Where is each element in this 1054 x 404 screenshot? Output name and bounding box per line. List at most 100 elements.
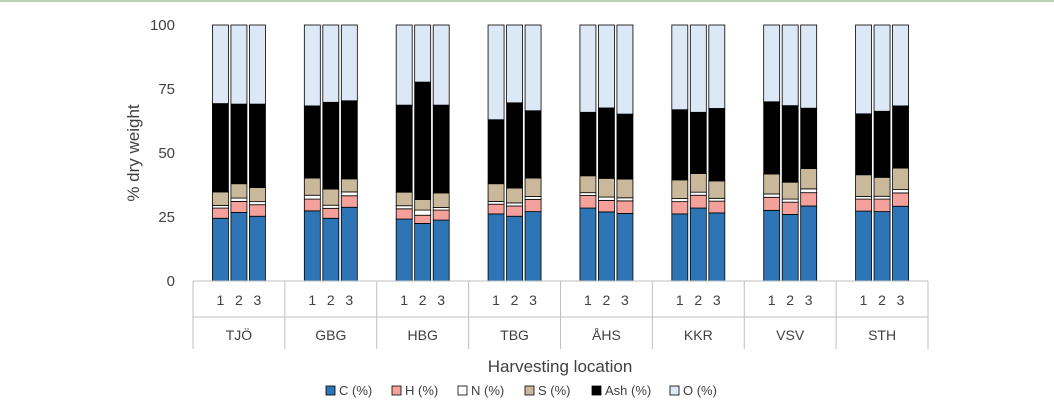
legend-swatch [591, 385, 602, 396]
y-tick-label: 75 [158, 81, 175, 98]
bar-segment [781, 198, 799, 203]
replicate-label: 3 [345, 292, 353, 308]
bar-segment [506, 187, 523, 204]
bar-segment [414, 24, 432, 83]
bar-segment [781, 201, 799, 215]
bar-segment [708, 180, 726, 199]
replicate-label: 1 [492, 292, 500, 308]
replicate-label: 1 [676, 292, 684, 308]
bar-segment [781, 214, 799, 282]
bar-segment [506, 102, 523, 189]
bar-segment [249, 201, 266, 206]
replicate-label: 1 [768, 292, 776, 308]
y-axis-title: % dry weight [124, 104, 143, 202]
bar-segment [395, 24, 413, 106]
legend-swatch [391, 385, 402, 396]
bar-segment [708, 197, 726, 202]
bar-segment [689, 111, 707, 174]
replicate-label: 1 [308, 292, 316, 308]
bar-segment [800, 24, 818, 109]
replicate-label: 2 [786, 292, 794, 308]
legend-entry: H (%) [405, 383, 438, 398]
bar-segment [579, 175, 597, 194]
bar-segment [855, 24, 872, 115]
bar-segment [340, 195, 358, 208]
bar-segment [524, 24, 542, 112]
bar-segment [487, 213, 505, 282]
bar-segment [671, 213, 689, 282]
bar-segment [763, 209, 781, 282]
bar-segment [230, 211, 248, 282]
bar-segment [249, 215, 266, 282]
bar-segment [689, 173, 707, 193]
replicate-label: 1 [584, 292, 592, 308]
replicate-label: 2 [603, 292, 611, 308]
replicate-label: 3 [805, 292, 813, 308]
bar-segment [230, 24, 248, 105]
legend-entry: O (%) [683, 383, 717, 398]
bar-segment [616, 178, 634, 199]
bar-segment [855, 113, 872, 176]
bar-segment [689, 191, 707, 196]
bar-segment [303, 198, 321, 212]
location-label: TBG [500, 327, 529, 343]
bar-segment [598, 24, 615, 109]
bar-segment [322, 24, 340, 103]
bar-segment [303, 24, 321, 107]
bar-segment [616, 24, 634, 115]
bar-segment [598, 177, 615, 198]
y-tick-label: 50 [158, 145, 175, 162]
bar-segment [303, 210, 321, 282]
replicate-label: 3 [254, 292, 262, 308]
bar-segment [616, 113, 634, 180]
bar-segment [892, 105, 909, 169]
bar-segment [616, 200, 634, 214]
bar-segment [230, 183, 248, 199]
bar-segment [892, 192, 909, 207]
legend-entry: Ash (%) [605, 383, 651, 398]
bar-segment [487, 183, 505, 202]
bar-segment [598, 211, 615, 282]
bar-segment [524, 177, 542, 197]
replicate-label: 3 [897, 292, 905, 308]
replicate-label: 2 [327, 292, 335, 308]
location-label: HBG [408, 327, 438, 343]
legend-swatch [669, 385, 680, 396]
bar-segment [763, 193, 781, 198]
bar-segment [873, 195, 891, 200]
bar-segment [212, 191, 229, 206]
bar-segment [506, 205, 523, 217]
bar-segment [689, 24, 707, 113]
bar-segment [212, 207, 229, 219]
bar-segment [800, 192, 818, 207]
bar-segment [212, 217, 229, 282]
replicate-label: 1 [860, 292, 868, 308]
y-tick-label: 100 [150, 17, 175, 34]
bar-segment [340, 24, 358, 102]
bar-segment [873, 176, 891, 197]
bar-segment [322, 101, 340, 190]
bar-segment [671, 109, 689, 181]
bar-segment [322, 217, 340, 282]
replicate-label: 3 [713, 292, 721, 308]
bar-segment [855, 210, 872, 282]
bar-segment [616, 213, 634, 282]
bar-segment [708, 212, 726, 282]
replicate-label: 2 [419, 292, 427, 308]
bar-segment [598, 199, 615, 213]
bar-segment [487, 200, 505, 205]
bar-segment [671, 201, 689, 215]
bar-segment [708, 108, 726, 182]
bar-segment [395, 218, 413, 282]
bar-segment [212, 103, 229, 193]
bar-segment [249, 103, 266, 188]
bar-segment [506, 215, 523, 282]
legend-entry: C (%) [339, 383, 372, 398]
bar-segment [763, 101, 781, 175]
bar-segment [855, 174, 872, 197]
bar-segment [506, 24, 523, 104]
legend-swatch [524, 385, 535, 396]
bar-segment [249, 204, 266, 217]
